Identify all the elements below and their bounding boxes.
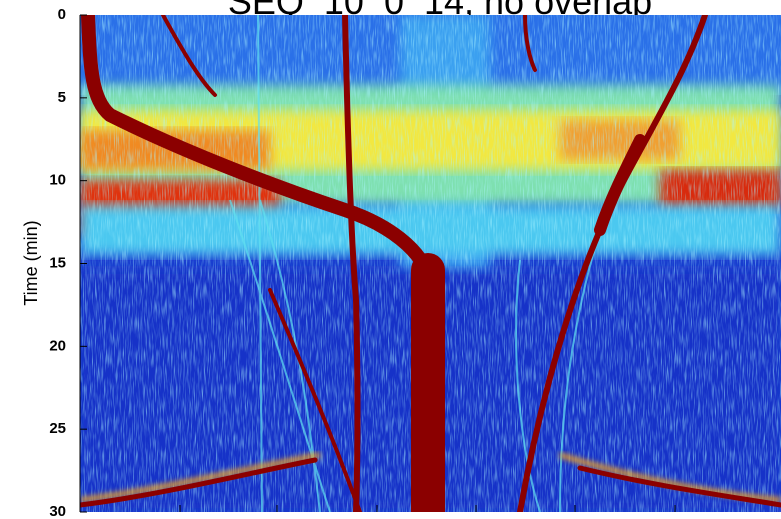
y-axis-label: Time (min) [21, 220, 41, 305]
heatmap [80, 15, 781, 512]
y-tick-label: 20 [49, 337, 66, 354]
y-tick-label: 25 [49, 420, 66, 437]
y-tick-label: 15 [49, 254, 66, 271]
y-tick-label: 5 [58, 89, 66, 106]
y-tick-label: 30 [49, 503, 66, 519]
y-tick-label: 0 [58, 6, 66, 23]
y-tick-label: 10 [49, 172, 66, 189]
x-axis-ticks [179, 505, 676, 512]
